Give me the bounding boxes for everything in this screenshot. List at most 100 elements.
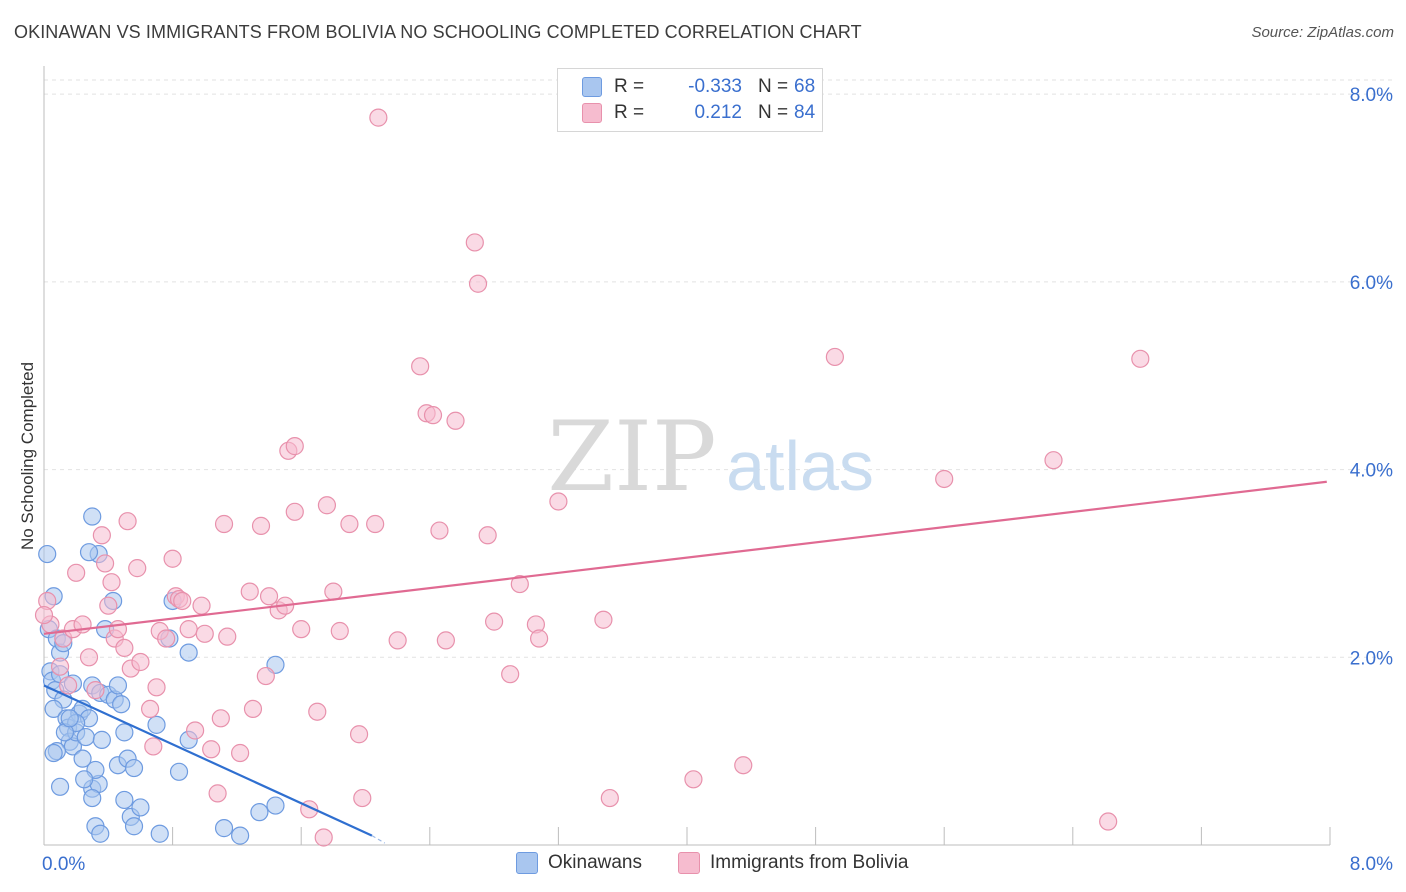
data-point [501,665,520,684]
data-point [243,699,263,719]
data-point [60,709,79,728]
legend-swatch-bolivia [678,852,700,874]
data-point [231,743,250,763]
data-point [285,437,304,456]
y-tick-label: 6.0% [1350,273,1393,294]
data-point [50,657,70,676]
data-point [353,788,372,808]
data-point [124,758,144,778]
data-point [192,596,211,615]
data-point [369,108,388,127]
tick-labels: 2.0% 4.0% 6.0% 8.0% 0.0% 8.0% [42,85,1393,875]
data-point [594,610,613,629]
trend-lines [43,480,1327,844]
data-point [250,803,269,822]
data-point [92,526,111,545]
legend-n-value: 68 [794,76,816,97]
data-point [285,502,304,521]
data-point [163,549,182,568]
data-point [324,582,343,601]
data-point [147,678,166,697]
data-point [83,507,102,526]
data-point [218,627,237,646]
data-point [38,544,57,564]
y-tick-label: 2.0% [1350,648,1393,669]
data-point [50,777,70,796]
legend-r-label: R = [614,76,645,97]
data-point [179,620,198,639]
data-point [485,612,504,631]
data-point [86,681,105,700]
data-point [186,721,205,740]
data-point [214,514,234,534]
trend-line [43,684,373,837]
data-point [734,756,753,775]
data-point [549,492,568,511]
data-point [214,819,234,838]
legend-r-value: -0.333 [688,76,742,97]
legend-label-okinawans: Okinawans [548,852,642,873]
correlation-legend: R = -0.333 N = 68 R = 0.212 N = 84 [557,68,823,132]
data-point [102,573,121,592]
x-tick-label: 0.0% [42,854,85,875]
data-point [140,699,160,719]
data-point [108,620,128,639]
legend-r-value: 0.212 [694,102,742,123]
legend-r-label: R = [614,102,645,123]
data-point [330,621,349,641]
chart-title: OKINAWAN VS IMMIGRANTS FROM BOLIVIA NO S… [14,22,862,42]
data-point [231,826,250,845]
data-point [115,790,134,810]
data-point [179,643,198,662]
data-point [73,749,92,768]
data-point [317,496,337,515]
data-point [34,605,54,625]
data-point [411,357,430,376]
data-point [150,824,169,843]
data-point [211,709,230,728]
y-tick-label: 4.0% [1350,461,1393,482]
data-point [259,587,279,606]
data-point [173,591,192,611]
data-point [1131,349,1150,368]
data-point [131,652,150,672]
data-point [67,563,86,582]
data-point [208,784,227,803]
data-point [202,740,221,759]
data-point [510,574,529,594]
series-okinawans [38,507,285,845]
data-point [423,406,443,425]
data-point [92,730,111,749]
data-point [340,514,359,534]
source-label: Source: ZipAtlas.com [1251,24,1394,41]
watermark-zip: ZIP [547,401,716,513]
data-point [83,788,102,808]
data-point [935,469,954,489]
x-tick-label: 8.0% [1350,854,1393,875]
axes [43,66,1331,846]
watermark-atlas: atlas [726,427,874,505]
data-point [240,582,259,601]
data-point [157,629,176,648]
data-point [128,559,147,578]
gridlines [44,79,1392,658]
data-point [44,699,63,719]
data-point [1044,451,1063,470]
data-point [95,554,115,573]
data-point [112,695,131,714]
data-point [465,233,484,252]
data-point [478,526,497,545]
data-point [256,666,275,686]
data-point [115,723,134,742]
data-point [118,512,137,531]
legend-item-bolivia[interactable]: Immigrants from Bolivia [678,852,909,874]
data-point [530,629,549,648]
data-point [468,274,488,293]
legend-swatch-okinawans [516,852,538,874]
data-point [1099,812,1118,831]
data-point [79,648,99,667]
data-point [91,824,110,843]
data-point [430,521,449,540]
legend-item-okinawans[interactable]: Okinawans [516,852,642,874]
